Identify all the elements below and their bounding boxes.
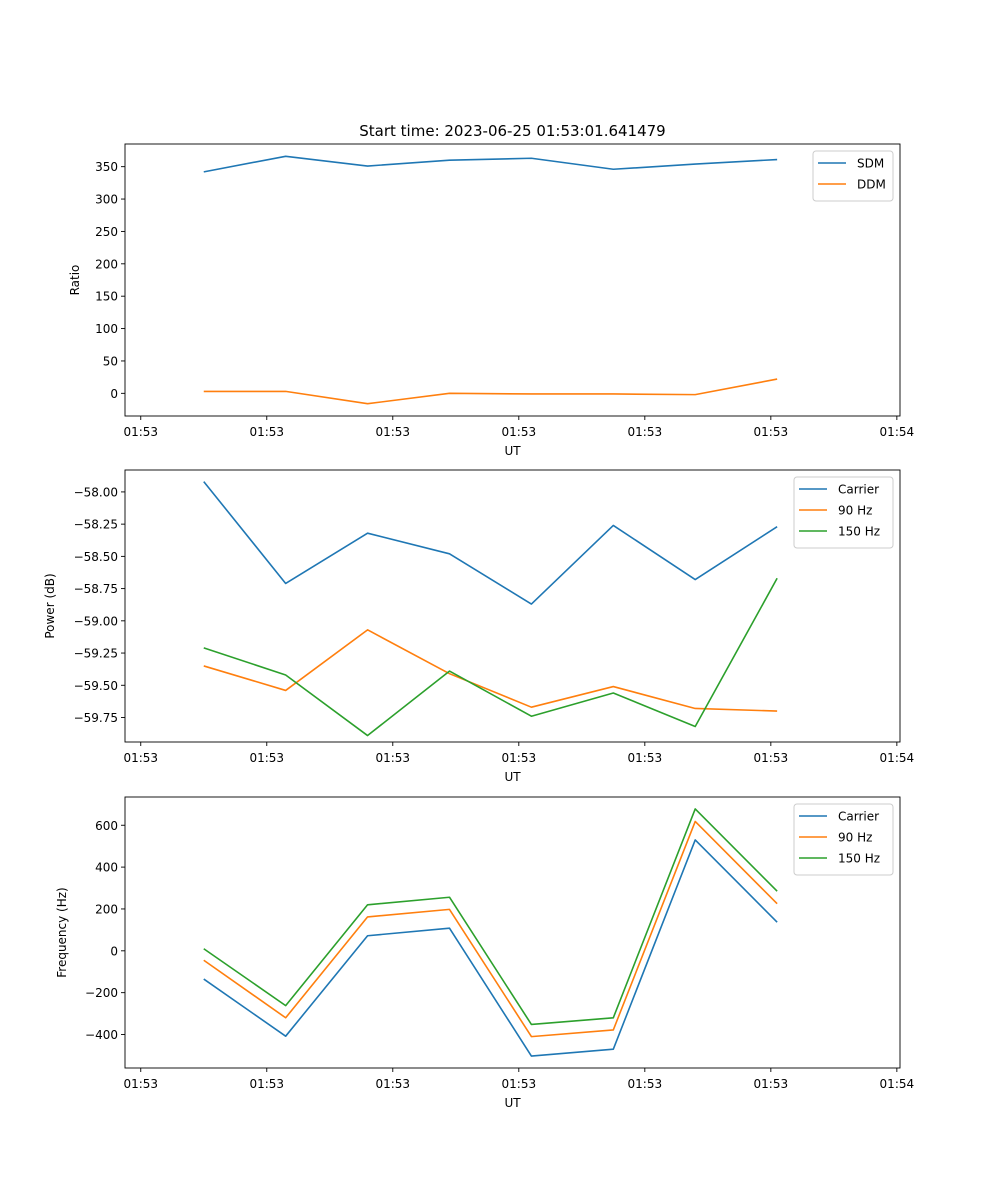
- x-axis-label: UT: [504, 770, 521, 784]
- series-line-90-hz: [203, 629, 778, 712]
- series-line-ddm: [203, 378, 778, 405]
- series-line-150-hz: [203, 808, 778, 1026]
- x-tick-label: 01:53: [375, 425, 410, 439]
- figure-title: Start time: 2023-06-25 01:53:01.641479: [359, 122, 665, 140]
- y-tick-label: −400: [85, 1028, 118, 1042]
- y-tick-label: −58.00: [74, 485, 118, 499]
- series-line-carrier: [203, 839, 778, 1057]
- x-tick-label: 01:53: [754, 425, 789, 439]
- x-tick-label: 01:53: [123, 425, 158, 439]
- legend-label: Carrier: [838, 810, 879, 824]
- y-axis-label: Ratio: [68, 265, 82, 296]
- series-line-90-hz: [203, 820, 778, 1038]
- y-tick-label: 300: [95, 193, 118, 207]
- y-tick-label: 350: [95, 160, 118, 174]
- x-axis-label: UT: [504, 1096, 521, 1110]
- y-tick-label: −200: [85, 986, 118, 1000]
- subplot-ratio: 01:53 01:53 01:53 01:53 01:53 01:53 01:54 0 50 10…: [68, 143, 915, 458]
- y-axis-label: Power (dB): [43, 573, 57, 638]
- x-tick-label: 01:53: [502, 751, 537, 765]
- x-tick-label: 01:53: [628, 1077, 663, 1091]
- y-tick-label: −59.75: [74, 711, 118, 725]
- y-tick-label: −58.25: [74, 518, 118, 532]
- y-tick-label: 50: [103, 354, 118, 368]
- y-tick-label: 600: [95, 819, 118, 833]
- x-tick-label: 01:54: [880, 751, 915, 765]
- x-tick-label: 01:53: [375, 1077, 410, 1091]
- y-tick-label: −59.00: [74, 614, 118, 628]
- y-tick-label: 0: [110, 387, 118, 401]
- y-tick-label: 250: [95, 225, 118, 239]
- x-tick-label: 01:53: [754, 751, 789, 765]
- y-tick-label: −58.50: [74, 550, 118, 564]
- y-tick-label: 0: [110, 944, 118, 958]
- legend: Carrier 90 Hz 150 Hz: [793, 476, 894, 549]
- plot-frame: [124, 143, 901, 417]
- x-tick-label: 01:54: [880, 425, 915, 439]
- series-line-carrier: [203, 481, 778, 605]
- x-tick-label: 01:53: [628, 425, 663, 439]
- x-tick-label: 01:53: [375, 751, 410, 765]
- x-tick-label: 01:53: [249, 425, 284, 439]
- legend-label: DDM: [857, 178, 886, 192]
- series-line-sdm: [203, 155, 778, 173]
- plot-frame: [124, 469, 901, 743]
- x-tick-label: 01:53: [502, 1077, 537, 1091]
- y-tick-label: −59.50: [74, 679, 118, 693]
- legend: Carrier 90 Hz 150 Hz: [793, 803, 894, 876]
- y-tick-label: −58.75: [74, 582, 118, 596]
- x-axis-label: UT: [504, 444, 521, 458]
- series-line-150-hz: [203, 577, 778, 737]
- x-tick-label: 01:53: [502, 425, 537, 439]
- legend-label: 90 Hz: [838, 504, 872, 518]
- x-tick-label: 01:53: [249, 751, 284, 765]
- legend-label: 90 Hz: [838, 831, 872, 845]
- y-tick-label: −59.25: [74, 647, 118, 661]
- subplot-frequency: 01:53 01:53 01:53 01:53 01:53 01:53 01:54 −400 −…: [55, 796, 915, 1110]
- x-tick-label: 01:53: [628, 751, 663, 765]
- y-tick-label: 400: [95, 861, 118, 875]
- x-tick-label: 01:53: [123, 1077, 158, 1091]
- y-axis-label: Frequency (Hz): [55, 887, 69, 978]
- legend-label: Carrier: [838, 483, 879, 497]
- legend-label: SDM: [857, 157, 884, 171]
- x-tick-label: 01:53: [123, 751, 158, 765]
- subplot-power: 01:53 01:53 01:53 01:53 01:53 01:53 01:54 −59.7…: [43, 469, 915, 784]
- y-tick-label: 200: [95, 902, 118, 916]
- legend-label: 150 Hz: [838, 852, 880, 866]
- plot-frame: [124, 796, 901, 1069]
- y-tick-label: 100: [95, 322, 118, 336]
- x-tick-label: 01:53: [249, 1077, 284, 1091]
- x-tick-label: 01:53: [754, 1077, 789, 1091]
- legend: SDM DDM: [812, 150, 894, 202]
- legend-label: 150 Hz: [838, 525, 880, 539]
- y-tick-label: 150: [95, 290, 118, 304]
- y-tick-label: 200: [95, 257, 118, 271]
- x-tick-label: 01:54: [880, 1077, 915, 1091]
